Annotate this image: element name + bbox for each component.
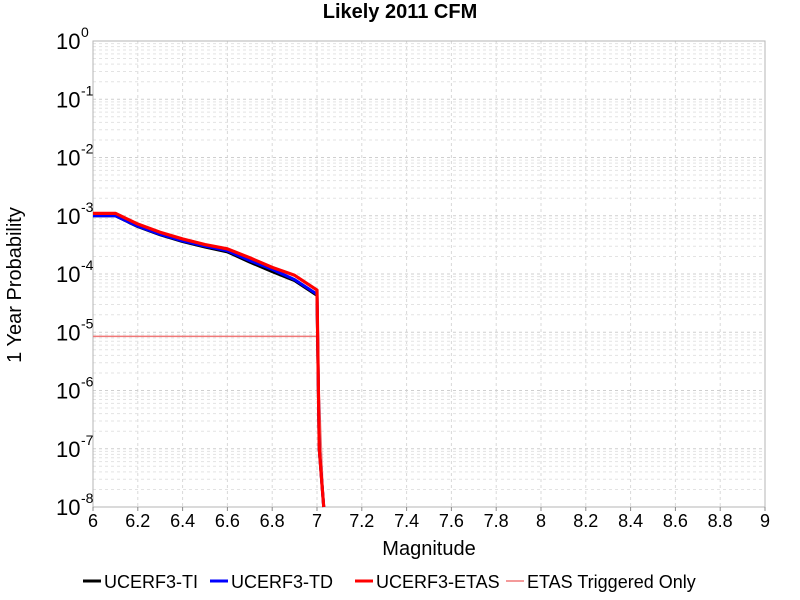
y-tick-base: 10	[56, 29, 80, 54]
y-tick-exponent: -7	[81, 432, 94, 448]
x-axis-label: Magnitude	[382, 538, 475, 560]
y-tick: 10 -2	[56, 141, 94, 171]
series-line-1	[93, 214, 326, 508]
y-tick-exponent: -1	[81, 82, 94, 98]
y-tick-exponent: -3	[81, 199, 94, 215]
x-tick-label: 8.2	[573, 511, 598, 531]
y-tick-base: 10	[56, 262, 80, 287]
y-tick-exponent: -5	[81, 315, 94, 331]
y-tick: 10 0	[56, 24, 89, 54]
series-line-3	[93, 335, 325, 508]
legend-label: ETAS Triggered Only	[527, 572, 696, 592]
x-tick-label: 6.6	[215, 511, 240, 531]
series-group	[93, 211, 326, 508]
y-tick-base: 10	[56, 87, 80, 112]
y-axis-label: 1 Year Probability	[4, 207, 26, 363]
x-tick-label: 6.2	[125, 511, 150, 531]
y-tick-base: 10	[56, 495, 80, 520]
y-tick: 10 -8	[56, 490, 94, 520]
y-tick-base: 10	[56, 146, 80, 171]
y-tick-base: 10	[56, 204, 80, 229]
x-tick-label: 8.8	[708, 511, 733, 531]
y-tick: 10 -5	[56, 315, 94, 345]
legend-label: UCERF3-TI	[104, 572, 198, 592]
y-tick-exponent: -2	[81, 141, 94, 157]
y-tick-base: 10	[56, 320, 80, 345]
y-tick: 10 -1	[56, 82, 94, 112]
legend-label: UCERF3-TD	[231, 572, 333, 592]
y-tick-exponent: 0	[81, 24, 89, 40]
y-tick: 10 -4	[56, 257, 94, 287]
y-tick-base: 10	[56, 379, 80, 404]
x-tick-label: 7.6	[439, 511, 464, 531]
y-tick: 10 -3	[56, 199, 94, 229]
y-tick-exponent: -8	[81, 490, 94, 506]
x-tick-label: 6.4	[170, 511, 195, 531]
x-axis-ticks: 6 6.2 6.4 6.6 6.8 7 7.2 7.4 7.6 7.8 8 8.2 8.4 8.6 8.8 9	[88, 507, 770, 531]
series-line-0	[93, 214, 326, 508]
x-tick-label: 8.4	[618, 511, 643, 531]
x-tick-label: 7.4	[394, 511, 419, 531]
x-tick-label: 9	[760, 511, 770, 531]
x-tick-label: 6	[88, 511, 98, 531]
y-tick: 10 -7	[56, 432, 94, 462]
x-tick-label: 7.2	[349, 511, 374, 531]
y-tick-exponent: -4	[81, 257, 94, 273]
y-tick-base: 10	[56, 437, 80, 462]
chart-title: Likely 2011 CFM	[323, 1, 478, 23]
plot-frame	[92, 40, 766, 508]
legend: UCERF3-TI UCERF3-TD UCERF3-ETAS ETAS Trigge…	[83, 572, 696, 592]
x-tick-label: 8.6	[663, 511, 688, 531]
y-tick: 10 -6	[56, 374, 94, 404]
x-tick-label: 8	[536, 511, 546, 531]
x-tick-label: 6.8	[260, 511, 285, 531]
x-tick-label: 7.8	[484, 511, 509, 531]
x-tick-label: 7	[312, 511, 322, 531]
y-tick-exponent: -6	[81, 374, 94, 390]
legend-label: UCERF3-ETAS	[376, 572, 500, 592]
grid	[92, 41, 766, 508]
series-line-2	[93, 211, 326, 508]
